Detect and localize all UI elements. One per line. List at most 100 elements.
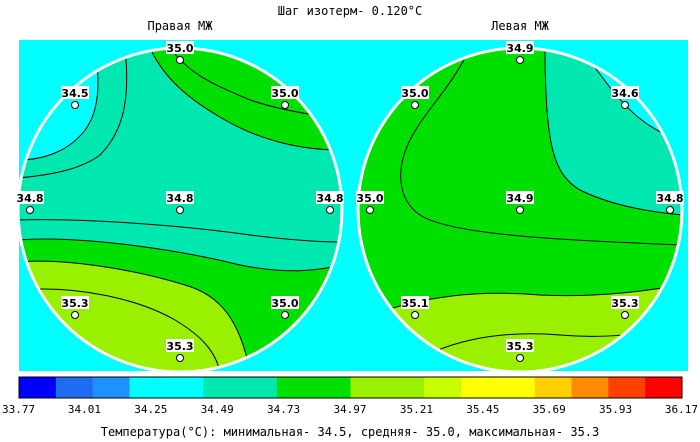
point-value-label: 35.0 [271, 297, 298, 310]
color-scale-tick-label: 34.49 [201, 403, 234, 416]
measurement-point: 34.6 [611, 86, 639, 109]
color-scale-tick-label: 34.73 [267, 403, 300, 416]
measurement-point: 35.0 [271, 86, 299, 109]
point-value-label: 34.6 [611, 87, 638, 100]
point-value-label: 35.0 [271, 87, 298, 100]
point-marker [666, 206, 674, 214]
point-marker [516, 206, 524, 214]
color-scale-segment [534, 377, 572, 398]
measurement-point: 34.8 [166, 191, 194, 214]
point-marker [621, 101, 629, 109]
point-marker [411, 101, 419, 109]
point-label-background [611, 86, 639, 99]
color-scale-segment [608, 377, 646, 398]
color-scale-bar [18, 376, 683, 399]
measurement-point: 35.3 [61, 296, 89, 319]
point-marker [366, 206, 374, 214]
chart-title: Шаг изотерм- 0.120°С [278, 4, 423, 18]
point-marker [326, 206, 334, 214]
measurement-point: 34.9 [506, 191, 534, 214]
isotherm-lines [18, 48, 342, 372]
point-marker [176, 56, 184, 64]
measurement-point: 34.5 [61, 86, 89, 109]
measurement-point: 35.0 [166, 41, 194, 64]
point-label-background [401, 86, 429, 99]
color-scale-segment [92, 377, 130, 398]
point-value-label: 35.3 [611, 297, 638, 310]
measurement-point: 34.9 [506, 41, 534, 64]
color-scale-segment [387, 377, 425, 398]
point-label-background [506, 339, 534, 352]
measurement-point: 34.8 [656, 191, 684, 214]
color-scale-tick-label: 35.69 [533, 403, 566, 416]
point-value-label: 34.8 [166, 192, 193, 205]
panel-title-left-breast: Левая МЖ [491, 19, 550, 33]
point-value-label: 34.8 [16, 192, 43, 205]
point-label-background [356, 191, 384, 204]
point-value-label: 35.3 [166, 340, 193, 353]
measurement-point: 35.3 [611, 296, 639, 319]
color-scale-segment [166, 377, 204, 398]
point-value-label: 34.5 [61, 87, 88, 100]
color-scale-segment [424, 377, 462, 398]
measurement-point: 34.8 [316, 191, 344, 214]
color-scale-segment [240, 377, 278, 398]
measurement-point: 35.3 [166, 339, 194, 362]
point-label-background [61, 296, 89, 309]
color-scale-frame [18, 376, 683, 399]
point-label-background [166, 339, 194, 352]
measurement-point: 35.0 [271, 296, 299, 319]
point-marker [516, 56, 524, 64]
point-marker [71, 101, 79, 109]
color-scale-segment [571, 377, 609, 398]
color-scale-ticks: 33.77 34.01 34.25 34.49 34.73 34.97 35.21 35.45… [2, 403, 698, 416]
color-scale-segment [129, 377, 167, 398]
color-scale-tick-label: 34.97 [333, 403, 366, 416]
point-marker [176, 206, 184, 214]
panel-title-right-breast: Правая МЖ [147, 19, 213, 33]
point-label-background [166, 191, 194, 204]
point-value-label: 35.3 [61, 297, 88, 310]
point-label-background [316, 191, 344, 204]
color-scale-tick-label: 36.17 [665, 403, 698, 416]
measurement-points: 35.0 34.5 35.0 34.8 34.8 34.8 35.3 35.0 35.3 34.9… [16, 41, 684, 362]
point-label-background [506, 191, 534, 204]
point-value-label: 35.0 [401, 87, 428, 100]
point-value-label: 34.9 [506, 42, 533, 55]
point-value-label: 35.0 [356, 192, 383, 205]
color-scale-segment [313, 377, 351, 398]
color-scale-segment [55, 377, 94, 398]
point-value-label: 34.8 [316, 192, 343, 205]
color-scale-segment [19, 377, 57, 398]
point-label-background [271, 86, 299, 99]
point-marker [26, 206, 34, 214]
measurement-point: 34.8 [16, 191, 44, 214]
point-label-background [166, 41, 194, 54]
color-scale-segment [276, 377, 315, 398]
measurement-point: 35.0 [401, 86, 429, 109]
color-scale-segment [203, 377, 241, 398]
point-marker [281, 101, 289, 109]
color-scale-tick-label: 34.25 [134, 403, 167, 416]
color-scale-segment [461, 377, 499, 398]
point-label-background [656, 191, 684, 204]
measurement-point: 35.3 [506, 339, 534, 362]
temperature-stats: Температура(°С): минимальная- 34.5, сред… [101, 425, 600, 439]
point-marker [71, 311, 79, 319]
point-value-label: 34.9 [506, 192, 533, 205]
color-scale-segment [645, 377, 683, 398]
measurement-point: 35.0 [356, 191, 384, 214]
point-label-background [401, 296, 429, 309]
color-scale-tick-label: 35.45 [466, 403, 499, 416]
point-marker [621, 311, 629, 319]
measurement-point: 35.1 [401, 296, 429, 319]
color-scale-tick-label: 35.93 [599, 403, 632, 416]
point-label-background [16, 191, 44, 204]
point-marker [281, 311, 289, 319]
point-marker [176, 354, 184, 362]
point-value-label: 35.0 [166, 42, 193, 55]
point-value-label: 35.3 [506, 340, 533, 353]
point-marker [516, 354, 524, 362]
point-label-background [271, 296, 299, 309]
